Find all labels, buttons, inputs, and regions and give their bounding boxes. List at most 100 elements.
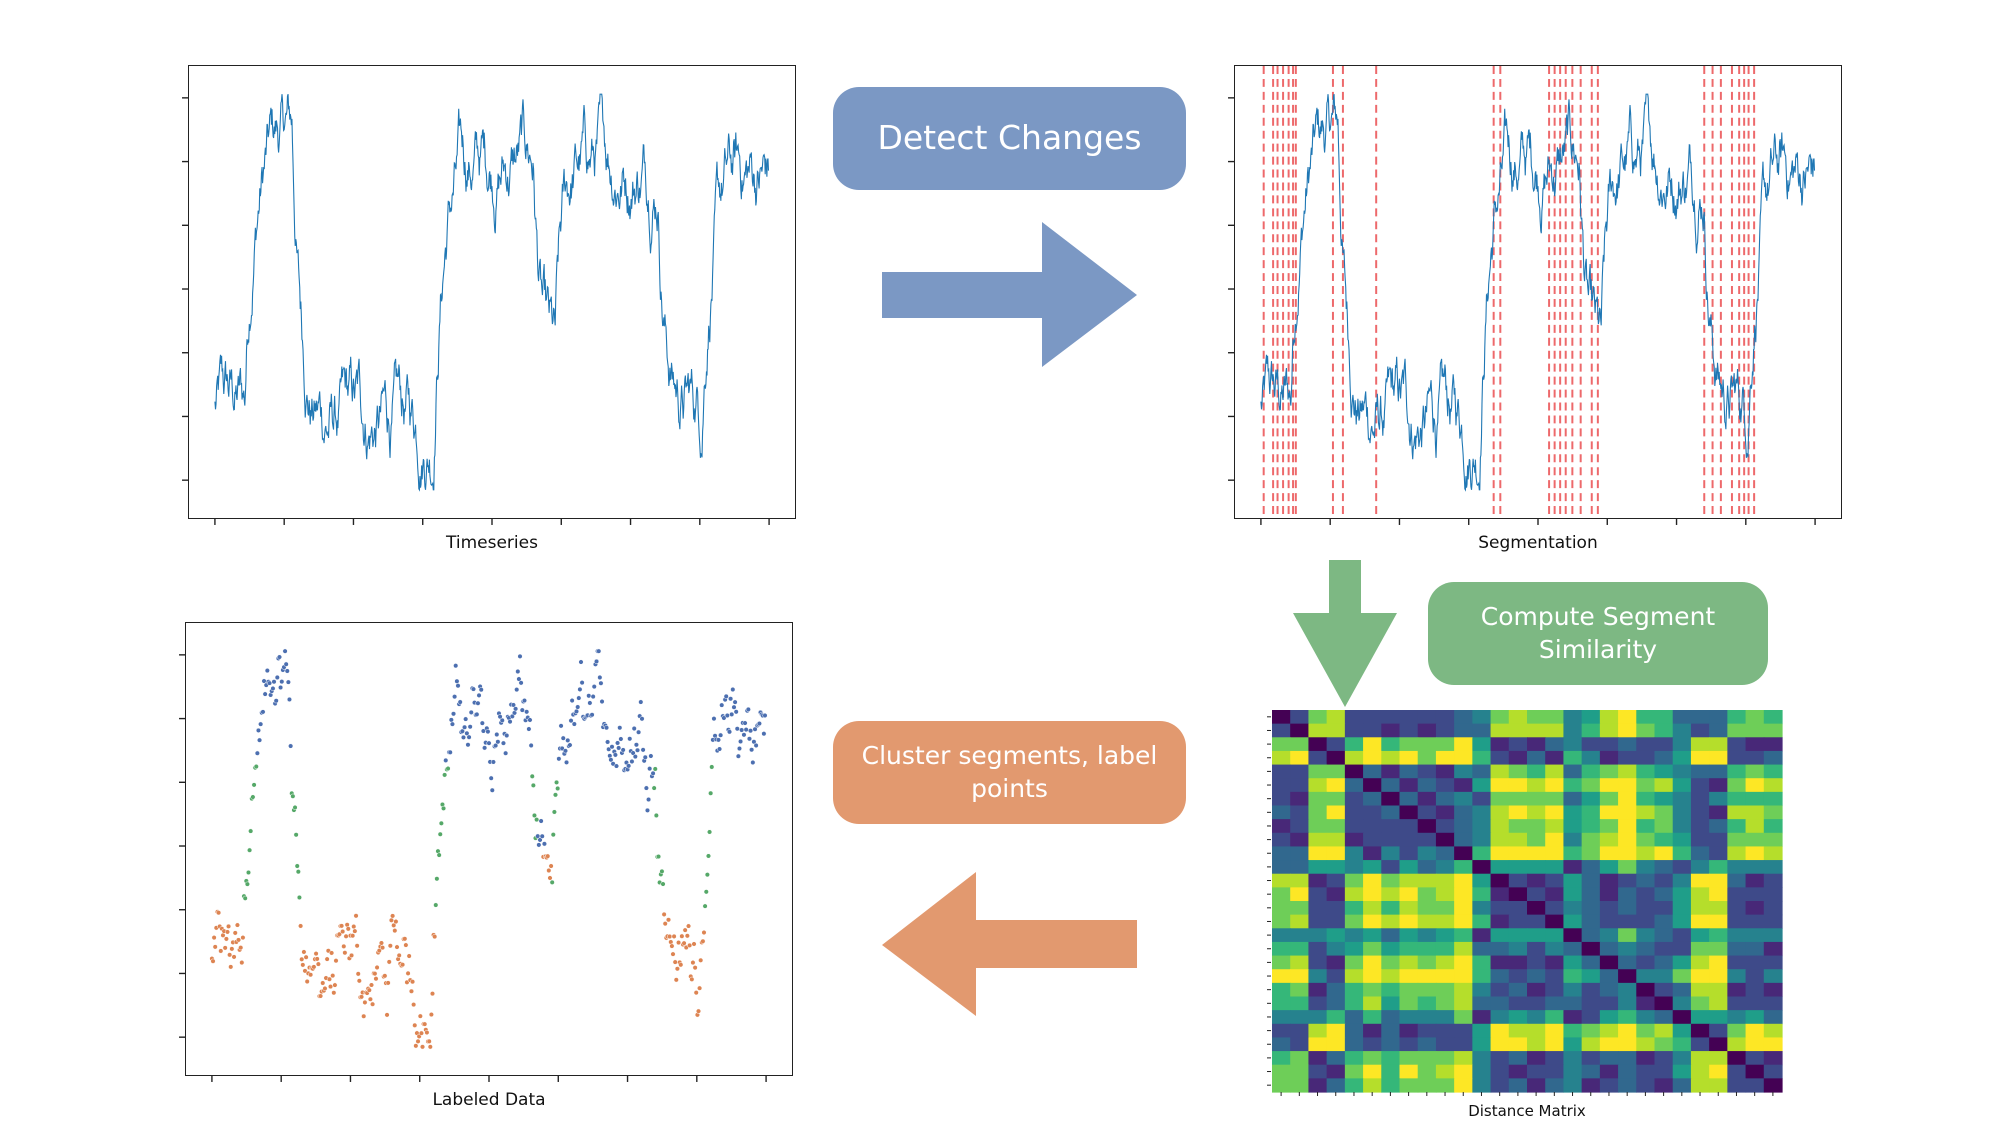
- matrix-cell: [1727, 1037, 1747, 1052]
- matrix-cell: [1672, 955, 1692, 970]
- matrix-cell: [1490, 955, 1510, 970]
- matrix-cell: [1563, 873, 1583, 888]
- matrix-cell: [1690, 1023, 1710, 1039]
- labeled-point: [500, 740, 506, 746]
- labeled-point: [380, 945, 386, 951]
- labeled-point: [320, 980, 326, 986]
- matrix-cell: [1672, 737, 1692, 752]
- matrix-cell: [1672, 941, 1692, 957]
- labeled-point: [716, 746, 723, 752]
- matrix-cell: [1363, 969, 1382, 984]
- matrix-cell: [1399, 901, 1419, 916]
- matrix-cell: [1490, 969, 1510, 984]
- matrix-cell: [1636, 982, 1656, 998]
- matrix-cell: [1454, 778, 1473, 793]
- matrix-cell: [1727, 955, 1747, 970]
- labeled-point: [478, 687, 484, 693]
- matrix-cell: [1745, 832, 1765, 848]
- labeled-point: [652, 766, 658, 772]
- labeled-point: [426, 1038, 432, 1044]
- matrix-cell: [1454, 860, 1473, 875]
- matrix-cell: [1599, 860, 1619, 875]
- labeled-point: [530, 782, 536, 788]
- matrix-cell: [1472, 941, 1492, 957]
- arrow-right-icon: [882, 222, 1137, 367]
- matrix-cell: [1472, 887, 1492, 902]
- matrix-cell: [1709, 764, 1728, 779]
- matrix-cell: [1508, 1010, 1528, 1025]
- labeled-point: [224, 929, 231, 935]
- labeled-point: [537, 837, 543, 843]
- matrix-cell: [1308, 710, 1328, 725]
- matrix-cell: [1435, 887, 1455, 902]
- matrix-cell: [1490, 873, 1510, 888]
- matrix-cell: [1435, 914, 1455, 929]
- matrix-cell: [1599, 1010, 1619, 1025]
- matrix-cell: [1654, 1078, 1674, 1093]
- matrix-cell: [1326, 996, 1346, 1011]
- matrix-cell: [1581, 914, 1601, 929]
- labeled-point: [571, 721, 577, 727]
- matrix-cell: [1472, 750, 1492, 766]
- labeled-point: [295, 869, 301, 875]
- labeled-point: [384, 1012, 390, 1018]
- matrix-cell: [1709, 723, 1728, 738]
- labeled-point: [250, 794, 256, 800]
- matrix-cell: [1454, 982, 1473, 998]
- matrix-cell: [1545, 1078, 1565, 1093]
- matrix-cell: [1435, 928, 1455, 943]
- labeled-point: [303, 954, 309, 960]
- matrix-cell: [1381, 860, 1401, 875]
- matrix-cell: [1527, 846, 1546, 861]
- matrix-cell: [1363, 819, 1382, 834]
- matrix-cell: [1308, 846, 1328, 861]
- labeled-point: [468, 709, 474, 715]
- labeled-point: [747, 728, 754, 734]
- matrix-cell: [1435, 996, 1455, 1011]
- labeled-point: [549, 879, 555, 885]
- labeled-point: [443, 757, 449, 763]
- labeled-point: [242, 895, 248, 901]
- matrix-cell: [1618, 832, 1637, 848]
- matrix-cell: [1727, 1010, 1747, 1025]
- matrix-cell: [1690, 723, 1710, 738]
- labeled-point: [703, 889, 709, 895]
- matrix-cell: [1290, 791, 1310, 807]
- matrix-cell: [1399, 969, 1419, 984]
- labeled-point: [646, 796, 652, 803]
- labeled-point: [437, 831, 443, 837]
- matrix-cell: [1690, 778, 1710, 793]
- matrix-cell: [1326, 764, 1346, 779]
- labeled-point: [620, 747, 626, 753]
- labeled-point: [382, 973, 388, 979]
- matrix-cell: [1435, 1010, 1455, 1025]
- matrix-cell: [1618, 1051, 1637, 1066]
- matrix-cell: [1709, 928, 1728, 943]
- matrix-cell: [1435, 764, 1455, 779]
- labeled-point: [314, 956, 320, 962]
- matrix-cell: [1326, 791, 1346, 807]
- matrix-cell: [1599, 1064, 1619, 1079]
- matrix-cell: [1363, 1023, 1382, 1039]
- labeled-point: [378, 940, 384, 946]
- labeled-point: [756, 721, 762, 727]
- matrix-cell: [1326, 737, 1346, 752]
- matrix-cell: [1399, 737, 1419, 752]
- matrix-cell: [1417, 901, 1437, 916]
- matrix-cell: [1763, 819, 1783, 834]
- labeled-point: [547, 875, 553, 881]
- matrix-cell: [1636, 1051, 1656, 1066]
- labeled-point: [298, 923, 304, 929]
- matrix-cell: [1508, 710, 1528, 725]
- matrix-cell: [1690, 791, 1710, 807]
- matrix-cell: [1545, 791, 1565, 807]
- matrix-cell: [1581, 791, 1601, 807]
- matrix-cell: [1290, 860, 1310, 875]
- matrix-cell: [1308, 887, 1328, 902]
- matrix-cell: [1618, 819, 1637, 834]
- distance-matrix-heatmap: [1267, 710, 1783, 1096]
- matrix-cell: [1508, 873, 1528, 888]
- matrix-cell: [1272, 805, 1291, 820]
- matrix-cell: [1563, 764, 1583, 779]
- matrix-cell: [1399, 832, 1419, 848]
